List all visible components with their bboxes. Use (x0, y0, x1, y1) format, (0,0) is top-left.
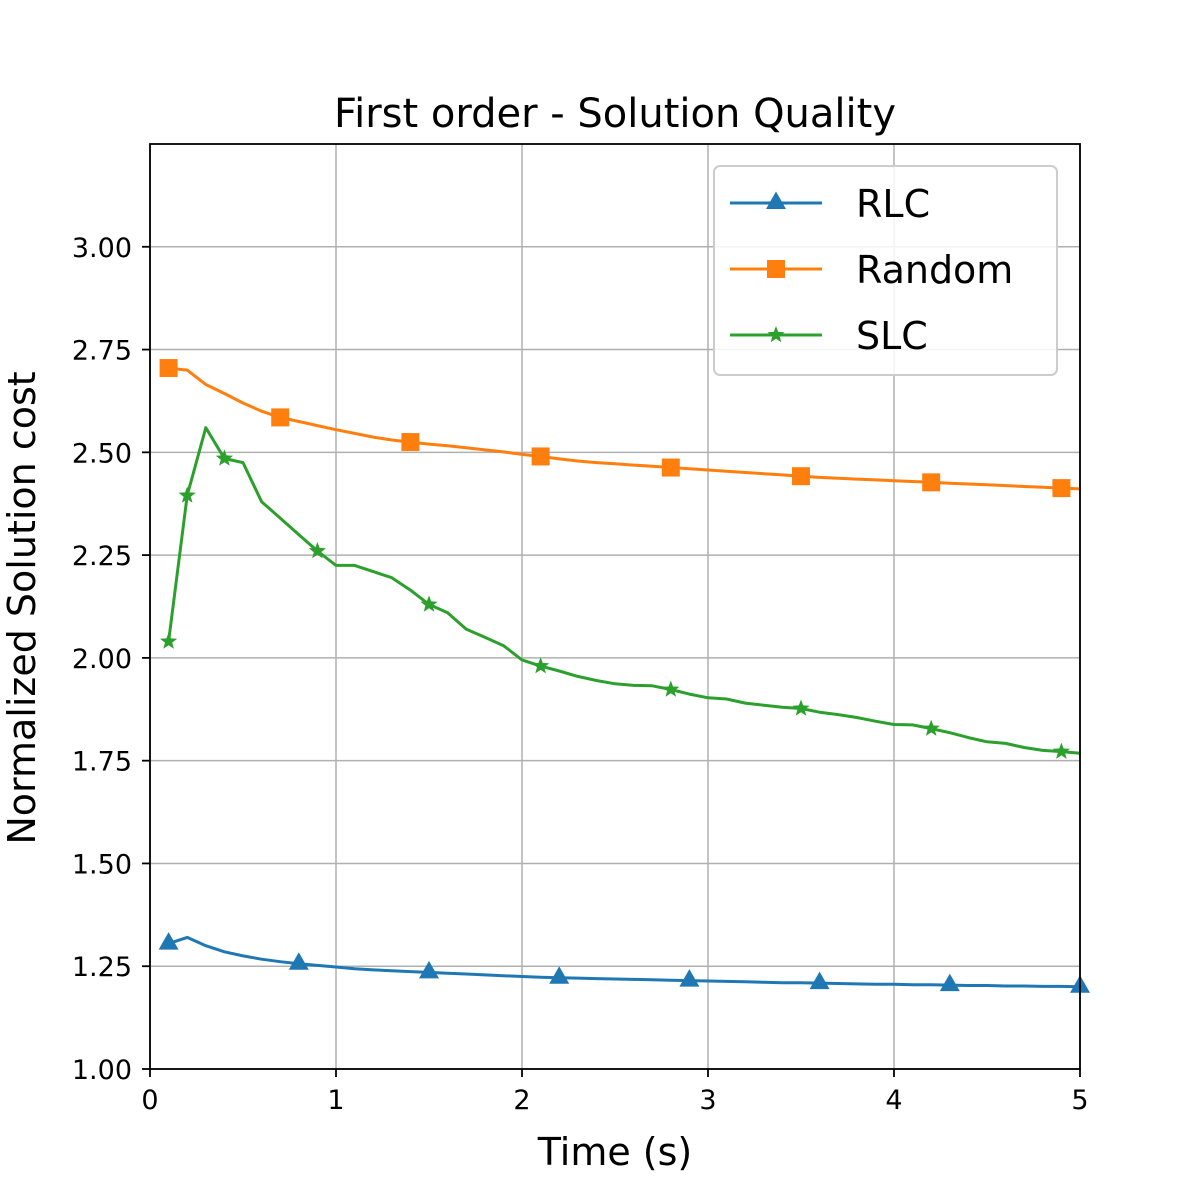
data-point-slc (420, 595, 438, 612)
data-point-random (271, 408, 290, 427)
plot-frame (149, 143, 1081, 1070)
y-tick-label: 1.75 (72, 747, 132, 778)
legend-label-slc: SLC (856, 314, 928, 358)
legend-marker-rlc (766, 191, 786, 209)
y-tick-label: 2.75 (72, 336, 132, 367)
legend-box (713, 165, 1058, 376)
series-random (159, 359, 1081, 498)
series-line-rlc (168, 935, 1081, 989)
series-slc (160, 426, 1081, 759)
data-point-rlc (809, 971, 830, 990)
data-point-slc (178, 486, 196, 503)
data-point-random (159, 359, 178, 378)
data-point-random (531, 447, 550, 466)
legend-item-slc: SLC (730, 314, 928, 358)
data-point-slc (308, 542, 326, 559)
y-tick-label: 1.25 (72, 952, 132, 983)
data-point-slc (215, 449, 233, 466)
data-point-random (1052, 479, 1071, 498)
data-point-slc (662, 680, 680, 697)
data-point-rlc (288, 952, 309, 970)
data-point-slc (922, 719, 940, 736)
data-point-random (922, 473, 941, 492)
y-tick-label: 3.00 (72, 233, 132, 264)
y-tick-label: 2.00 (72, 644, 132, 675)
chart-title: First order - Solution Quality (334, 91, 896, 137)
data-point-random (661, 458, 680, 477)
y-tick-label: 2.50 (72, 438, 132, 469)
legend-marker-slc (767, 326, 785, 343)
data-point-rlc (679, 969, 700, 987)
y-tick-label: 1.50 (72, 849, 132, 880)
data-point-random (792, 467, 810, 486)
legend-item-rlc: RLC (730, 182, 930, 226)
data-point-slc (792, 699, 810, 716)
data-point-slc (532, 657, 550, 674)
data-point-slc (160, 632, 178, 649)
legend-label-random: Random (856, 248, 1013, 292)
plot-series (158, 359, 1090, 993)
legend-label-rlc: RLC (856, 182, 930, 226)
x-tick-label: 4 (885, 1085, 902, 1116)
y-tick-label: 1.00 (72, 1055, 132, 1086)
data-point-rlc (549, 966, 570, 984)
x-tick-label: 1 (327, 1085, 344, 1116)
axis-ticks: 0 1 2 3 4 5 1.00 1.25 1.50 1.75 2.00 2.25 2.50 2.75 3.… (72, 233, 1089, 1116)
legend-item-random: Random (730, 248, 1013, 292)
data-point-rlc (158, 932, 179, 950)
x-tick-label: 3 (699, 1085, 716, 1116)
x-tick-label: 5 (1071, 1085, 1088, 1116)
data-point-slc (1052, 742, 1070, 759)
y-axis-label: Normalized Solution cost (0, 371, 44, 844)
data-point-rlc (939, 973, 960, 992)
legend: RLC Random SLC (713, 165, 1058, 376)
data-point-random (401, 433, 420, 452)
x-tick-label: 2 (513, 1085, 530, 1116)
data-point-rlc (419, 960, 439, 979)
x-tick-label: 0 (141, 1085, 158, 1116)
x-axis-label: Time (s) (537, 1130, 693, 1174)
y-tick-label: 2.25 (72, 541, 132, 572)
legend-marker-random (767, 260, 785, 278)
